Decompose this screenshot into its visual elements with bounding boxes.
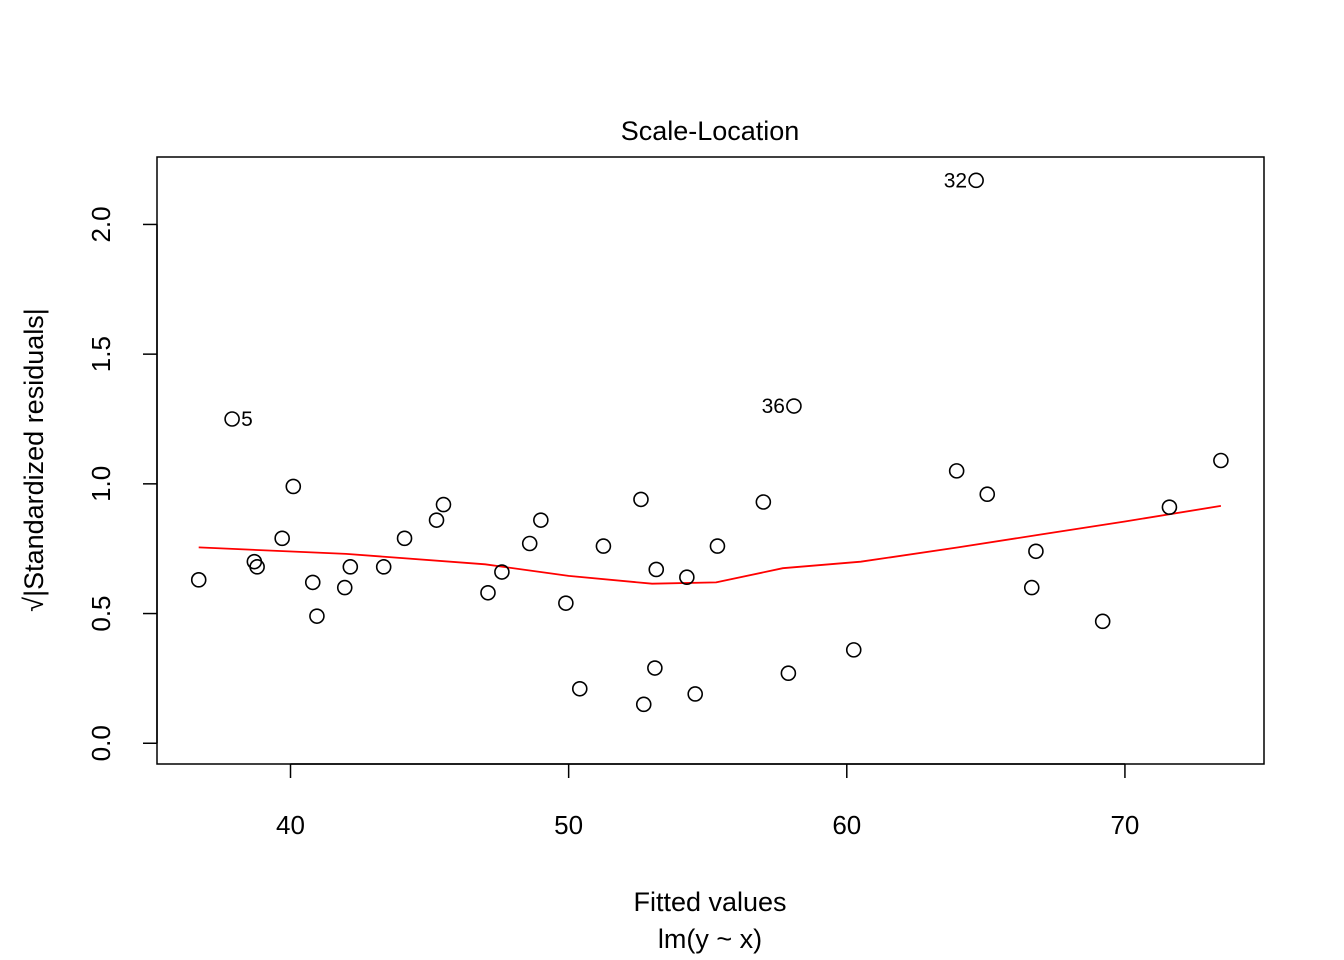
residual-point — [687, 686, 704, 702]
residual-point — [647, 660, 663, 676]
x-tick-label: 70 — [1110, 810, 1139, 840]
y-axis: 0.0 0.5 1.0 1.5 2.0 — [86, 206, 158, 761]
residual-point — [533, 512, 549, 528]
y-tick-label: 1.5 — [86, 336, 116, 372]
point-label: 36 — [762, 395, 785, 418]
residual-point — [635, 696, 652, 713]
y-tick-label: 1.0 — [86, 466, 116, 502]
residual-point — [1094, 613, 1111, 630]
x-axis-label: Fitted values — [633, 887, 786, 917]
residual-point — [428, 512, 445, 528]
residual-point — [494, 564, 510, 580]
residual-point — [648, 561, 665, 578]
residual-point — [309, 608, 325, 624]
residual-point — [1213, 452, 1229, 469]
chart-title: Scale-Location — [621, 116, 800, 146]
residual-point — [786, 398, 802, 414]
residual-point — [558, 595, 574, 611]
x-tick-label: 60 — [832, 810, 861, 840]
y-tick-label: 2.0 — [86, 206, 116, 242]
y-tick-label: 0.0 — [86, 725, 116, 761]
residual-point — [249, 559, 265, 575]
residual-point — [521, 535, 538, 552]
residual-point — [274, 530, 290, 547]
residual-point — [948, 463, 965, 479]
residual-point — [342, 559, 359, 575]
x-tick-label: 50 — [554, 810, 583, 840]
residual-point — [845, 642, 862, 658]
y-axis-label: √|Standardized residuals| — [19, 308, 49, 612]
residual-point — [396, 530, 413, 547]
residual-points — [190, 172, 1229, 713]
residual-point — [595, 538, 612, 554]
plot-frame — [156, 156, 1265, 765]
residual-point — [480, 584, 496, 601]
residual-point — [571, 680, 588, 697]
residual-point — [1023, 579, 1040, 596]
x-axis: 40 50 60 70 — [276, 763, 1139, 840]
residual-point — [709, 538, 726, 554]
residual-point — [190, 572, 207, 588]
residual-point — [780, 665, 797, 682]
residual-point — [224, 411, 240, 427]
residual-point — [375, 559, 392, 575]
model-formula: lm(y ~ x) — [658, 924, 762, 954]
smoother-line — [198, 505, 1222, 585]
residual-point — [336, 579, 353, 596]
residual-point — [968, 172, 984, 189]
point-labels: 5 36 32 — [241, 169, 967, 431]
residual-point — [1028, 543, 1044, 560]
residual-point — [1161, 499, 1178, 515]
residual-point — [435, 496, 452, 513]
y-tick-label: 0.5 — [86, 595, 116, 631]
x-tick-label: 40 — [276, 810, 305, 840]
residual-point — [633, 491, 649, 508]
point-label: 5 — [241, 408, 253, 431]
residual-point — [679, 569, 695, 586]
residual-point — [755, 494, 772, 510]
point-label: 32 — [944, 169, 967, 192]
residual-point — [285, 478, 302, 495]
residual-point — [979, 486, 996, 503]
residual-point — [304, 574, 321, 591]
